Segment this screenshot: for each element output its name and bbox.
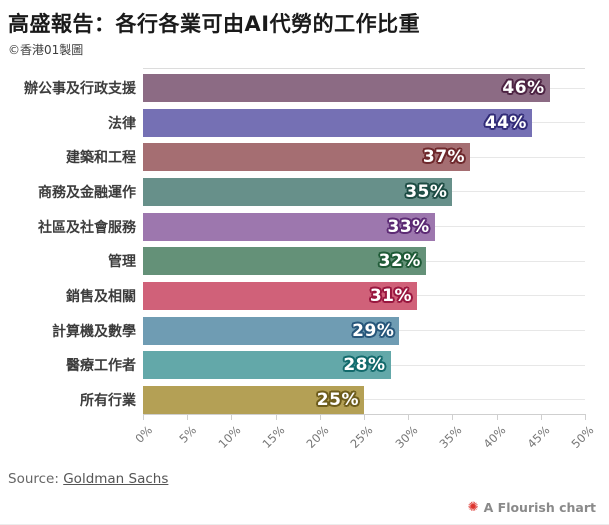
bar-8[interactable]: 29% <box>143 316 400 345</box>
x-tick-label: 45% <box>524 423 553 451</box>
x-tick-label: 25% <box>347 423 376 451</box>
x-tick-label: 20% <box>303 423 332 451</box>
x-tick-label: 15% <box>259 423 288 451</box>
x-axis-tick <box>452 415 454 420</box>
category-label: 銷售及相關 <box>66 288 136 305</box>
bar-value-label: 35% <box>405 181 448 202</box>
flourish-logo-icon: ✺ <box>467 500 479 515</box>
bar-value-label: 32% <box>378 251 421 272</box>
category-label: 辦公事及行政支援 <box>24 81 136 97</box>
category-label: 社區及社會服務 <box>38 219 136 236</box>
bar-value-label: 31% <box>369 285 413 306</box>
category-label: 商務及金融運作 <box>38 184 136 201</box>
x-axis-tick <box>319 415 321 420</box>
x-tick-label: 30% <box>392 423 421 451</box>
source-prefix: Source: <box>8 471 64 487</box>
bar-3[interactable]: 37% <box>143 143 471 172</box>
bar-7[interactable]: 31% <box>143 281 418 310</box>
x-tick-label: 35% <box>436 423 465 451</box>
x-axis-line <box>143 414 586 415</box>
x-axis-tick <box>496 415 498 420</box>
x-tick-label: 50% <box>568 423 597 451</box>
flourish-attribution-label: A Flourish chart <box>483 500 596 515</box>
x-tick-label: 5% <box>176 423 200 446</box>
category-label: 醫療工作者 <box>66 358 136 375</box>
bar-value-label: 33% <box>387 216 430 237</box>
x-axis-tick <box>585 415 586 420</box>
bar-10[interactable]: 25% <box>143 385 364 414</box>
x-axis-tick <box>364 415 365 420</box>
x-tick-label: 10% <box>215 423 244 451</box>
x-axis-tick <box>275 415 277 420</box>
bar-2[interactable]: 44% <box>143 108 532 137</box>
x-axis-tick <box>231 415 233 420</box>
category-label: 法律 <box>108 115 136 132</box>
chart-title: 高盛報告：各行各業可由AI代勞的工作比重 <box>8 12 421 36</box>
category-label: 管理 <box>108 254 136 271</box>
source-line: Source: Goldman Sachs <box>8 471 168 487</box>
x-tick-label: 40% <box>480 423 509 451</box>
bar-1[interactable]: 46% <box>143 74 550 102</box>
bar-value-label: 37% <box>422 147 466 168</box>
row-gridline <box>143 399 585 401</box>
category-label: 所有行業 <box>80 392 136 409</box>
bar-5[interactable]: 33% <box>143 212 435 241</box>
bar-9[interactable]: 28% <box>143 351 391 380</box>
bar-value-label: 28% <box>343 355 386 376</box>
x-axis-tick <box>143 415 144 420</box>
x-axis-tick <box>408 415 410 420</box>
chart-credit: ©香港01製圖 <box>8 43 84 57</box>
bar-value-label: 29% <box>352 320 395 341</box>
x-axis-tick <box>540 415 542 420</box>
flourish-attribution[interactable]: ✺ A Flourish chart <box>468 500 596 515</box>
bar-value-label: 44% <box>484 112 527 133</box>
bar-6[interactable]: 32% <box>143 247 426 276</box>
x-axis-tick <box>187 415 189 420</box>
bar-value-label: 25% <box>316 389 359 410</box>
source-link[interactable]: Goldman Sachs <box>63 471 169 487</box>
plot-top-border <box>143 68 585 69</box>
bar-value-label: 46% <box>502 78 545 98</box>
category-label: 建築和工程 <box>66 150 136 167</box>
category-label: 計算機及數學 <box>52 323 136 340</box>
x-tick-label: 0% <box>132 423 155 446</box>
bar-4[interactable]: 35% <box>143 177 453 206</box>
